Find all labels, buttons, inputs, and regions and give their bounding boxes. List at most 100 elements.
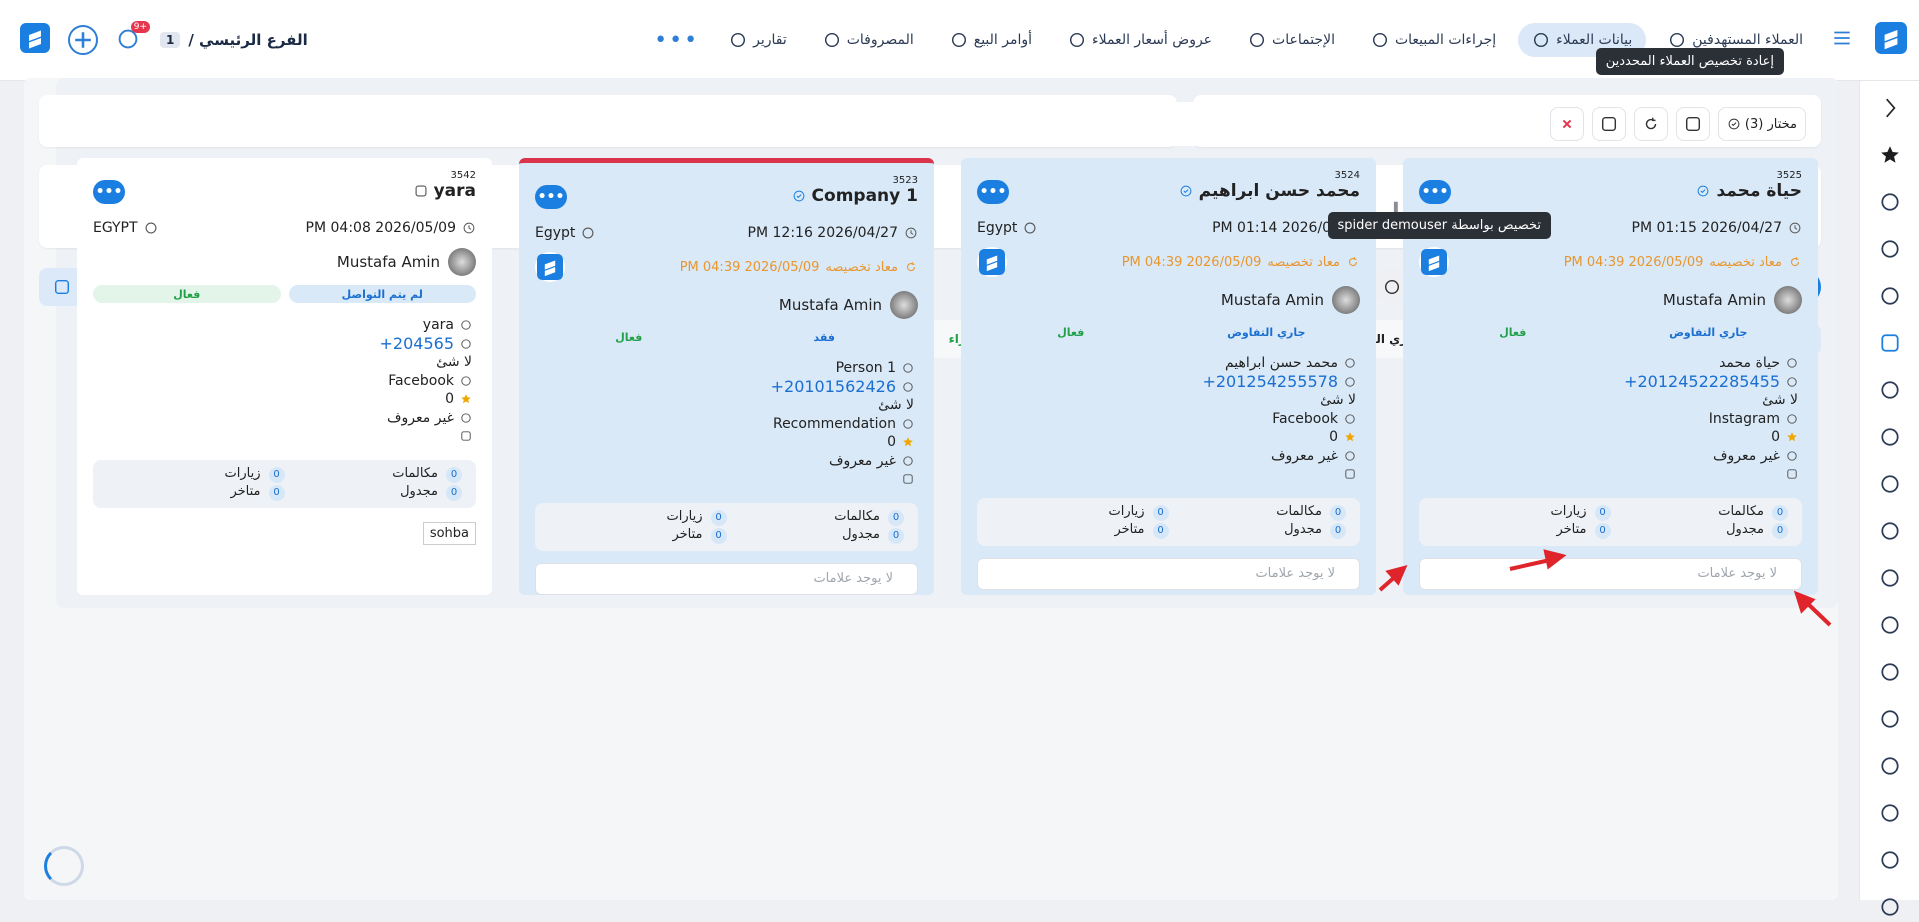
side-icon[interactable] xyxy=(1879,473,1901,499)
side-icon[interactable] xyxy=(1879,238,1901,264)
icon xyxy=(1880,522,1899,540)
selected-count[interactable]: مختار (3) xyxy=(1717,107,1806,141)
selection-action[interactable] xyxy=(1675,107,1710,141)
card-menu[interactable]: ••• xyxy=(977,180,1009,204)
selection-action[interactable] xyxy=(1549,107,1584,141)
country-text: EGYPT xyxy=(93,220,138,236)
icon-part xyxy=(1070,32,1085,48)
count-row: 0 متاخر xyxy=(1433,522,1611,540)
nav-item[interactable]: إجراءات المبيعات xyxy=(1357,23,1510,57)
status-pill: جاري التفاوض xyxy=(1227,325,1306,339)
icon-part xyxy=(54,279,70,295)
side-icon[interactable] xyxy=(1879,567,1901,593)
icon xyxy=(1787,432,1797,442)
nav-item[interactable]: المصروفات xyxy=(809,23,928,57)
side-icon[interactable] xyxy=(1879,426,1901,452)
side-icon[interactable] xyxy=(1879,285,1901,311)
icon-part xyxy=(1880,522,1899,540)
icon-part xyxy=(461,320,471,330)
side-icon[interactable] xyxy=(1879,755,1901,781)
assigner[interactable] xyxy=(535,252,565,282)
count-row: 0 مجدول xyxy=(727,527,904,545)
branch[interactable]: الفرع الرئيسي / 1 xyxy=(160,31,308,49)
count-row: 0 زيارات xyxy=(107,466,285,484)
icon xyxy=(1534,32,1549,48)
icon-part xyxy=(951,32,966,48)
side-icon[interactable] xyxy=(1879,708,1901,734)
assigner[interactable] xyxy=(1419,247,1449,277)
count-label: مجدول xyxy=(1726,521,1764,537)
icon xyxy=(1787,451,1797,461)
nav-item[interactable]: أوامر البيع xyxy=(936,23,1046,57)
nav-item[interactable]: العملاء المستهدفين xyxy=(1654,23,1817,57)
source: Recommendation xyxy=(535,415,914,434)
icon xyxy=(1787,377,1797,387)
more-dots[interactable]: ••• xyxy=(654,27,700,53)
icon-part xyxy=(1345,432,1355,442)
client-card[interactable]: 3525 حياة محمد ••• PM 01:15 2026/04/27 معاد … xyxy=(1403,158,1818,595)
branch-name: الفرع الرئيسي / xyxy=(188,31,308,49)
side-icon[interactable] xyxy=(1879,332,1901,358)
count-label: متاخر xyxy=(230,483,261,499)
source: Facebook xyxy=(93,372,472,391)
icon xyxy=(1024,222,1036,234)
client-card[interactable]: 3523 Company 1 ••• PM 12:16 2026/04/27 Egypt… xyxy=(519,158,934,595)
icon-part xyxy=(1787,432,1797,442)
side-icon[interactable] xyxy=(1879,379,1901,405)
count: 0 xyxy=(1772,522,1788,539)
owner-name: Mustafa Amin xyxy=(1662,291,1766,309)
selection-action[interactable] xyxy=(1633,107,1668,141)
card-menu[interactable]: ••• xyxy=(535,185,567,209)
nav-item[interactable]: بيانات العملاء xyxy=(1518,23,1647,57)
collapse[interactable] xyxy=(1879,97,1901,123)
assigner[interactable] xyxy=(977,247,1007,277)
icon-part xyxy=(461,394,471,404)
side-icon[interactable] xyxy=(1879,802,1901,828)
side-icon[interactable] xyxy=(1879,614,1901,640)
contact-info: حياة محمد +20124522285455 لا شئ Instagram 0 غ… xyxy=(1419,354,1802,484)
count-row: 0 زيارات xyxy=(991,504,1169,522)
side-icon[interactable] xyxy=(1879,849,1901,875)
menu-button[interactable] xyxy=(1831,27,1853,53)
nav-item[interactable]: عروض أسعار العملاء xyxy=(1054,23,1226,57)
card-id: 3523 xyxy=(892,175,918,186)
count-row: 0 مكالمات xyxy=(1169,504,1346,522)
card-menu[interactable]: ••• xyxy=(93,180,125,204)
add-button[interactable] xyxy=(68,25,98,55)
icon xyxy=(1345,377,1355,387)
icon-part xyxy=(415,185,427,197)
side-icon[interactable] xyxy=(1879,661,1901,687)
count: 0 xyxy=(1152,504,1169,521)
count-label: مجدول xyxy=(1284,521,1322,537)
side-icon[interactable] xyxy=(1879,191,1901,217)
nav-item[interactable]: تقارير xyxy=(715,23,801,57)
notifications[interactable]: 9+ xyxy=(116,21,150,53)
icon xyxy=(1180,185,1192,197)
icon-part xyxy=(1880,193,1899,211)
icon-part xyxy=(910,230,914,235)
top-left: 9+ الفرع الرئيسي / 1 xyxy=(20,21,308,57)
rating-text: 0 xyxy=(445,391,454,408)
company xyxy=(1419,465,1798,484)
client-card[interactable]: 3524 محمد حسن ابراهيم ••• PM 01:14 2026/04 E… xyxy=(961,158,1376,595)
side-icon[interactable] xyxy=(1879,144,1901,170)
icon-part xyxy=(1880,710,1899,728)
side-icon[interactable] xyxy=(1879,520,1901,546)
nav-item[interactable]: الإجتماعات xyxy=(1234,23,1349,57)
contact-name-text: Person 1 xyxy=(835,360,896,377)
nav-label: إجراءات المبيعات xyxy=(1394,32,1497,48)
count-row: 0 متاخر xyxy=(107,484,285,502)
selection-action[interactable] xyxy=(1591,107,1626,141)
date-row: PM 12:16 2026/04/27 Egypt xyxy=(535,223,918,243)
client-name: yara xyxy=(433,181,476,201)
date-row: PM 04:08 2026/05/09 EGYPT xyxy=(93,218,476,238)
count: 0 xyxy=(1330,504,1346,521)
icon-part xyxy=(1645,117,1657,130)
icon-part xyxy=(903,456,913,466)
card-menu[interactable]: ••• xyxy=(1419,180,1451,204)
icon xyxy=(1645,117,1657,130)
icon xyxy=(1070,32,1085,48)
client-card[interactable]: 3542 yara ••• PM 04:08 2026/05/09 EGYPT Musta… xyxy=(77,158,492,595)
count-row: 0 مكالمات xyxy=(285,466,462,484)
